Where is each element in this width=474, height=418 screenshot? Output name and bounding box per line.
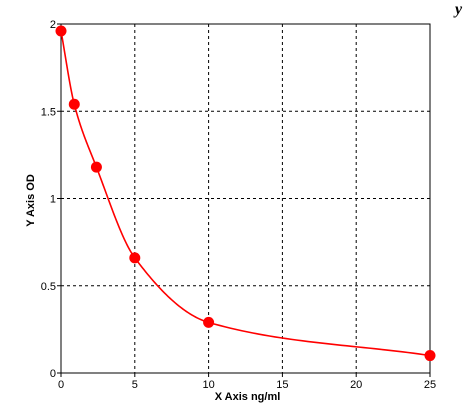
y-tick-label: 0 (50, 368, 56, 380)
data-point (68, 98, 80, 110)
y-tick-label: 1.5 (41, 106, 56, 118)
data-point (203, 316, 215, 328)
corner-glyph: y (453, 1, 463, 18)
x-axis-title: X Axis ng/ml (215, 391, 281, 403)
y-tick-label: 0.5 (41, 281, 56, 293)
x-tick-label: 5 (132, 379, 138, 391)
data-point (55, 25, 67, 37)
axis-ticks: 0 5 10 15 20 25 0 0.5 1 1.5 2 (41, 19, 436, 391)
y-axis-title: Y Axis OD (25, 174, 37, 227)
y-tick-label: 1 (50, 194, 56, 206)
y-tick-label: 2 (50, 19, 56, 31)
fit-curve (60, 30, 431, 357)
x-tick-label: 0 (58, 379, 64, 391)
data-point (129, 252, 141, 264)
x-tick-label: 25 (424, 379, 436, 391)
x-tick-label: 15 (276, 379, 288, 391)
grid-lines (61, 24, 430, 373)
data-point (424, 350, 436, 362)
data-point (90, 161, 102, 173)
data-points (55, 25, 436, 362)
x-tick-label: 20 (350, 379, 362, 391)
x-tick-label: 10 (202, 379, 214, 391)
